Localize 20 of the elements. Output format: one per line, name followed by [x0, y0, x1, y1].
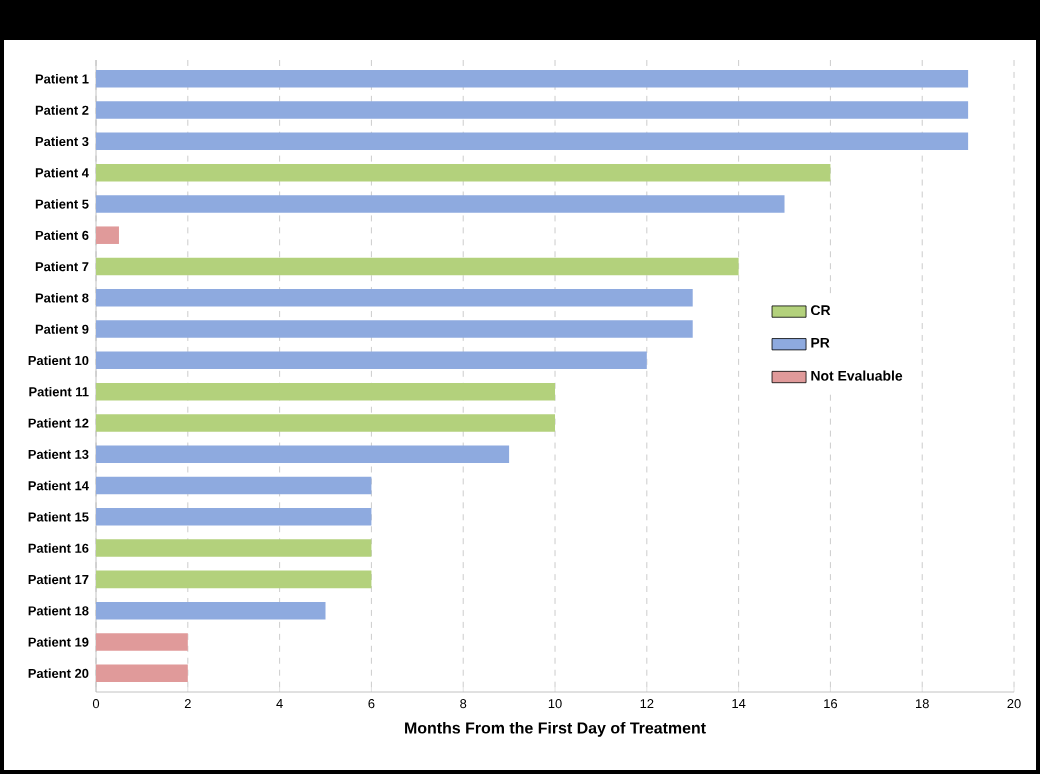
bar [96, 664, 188, 682]
bar [96, 226, 119, 244]
bar [96, 382, 556, 401]
bar [96, 320, 693, 338]
bar [96, 257, 739, 276]
bar [96, 70, 969, 88]
bar [96, 508, 372, 526]
bar [96, 414, 556, 432]
bar [96, 163, 831, 182]
bar [96, 570, 372, 589]
bar [96, 601, 326, 620]
bar [96, 476, 372, 495]
bar [96, 195, 785, 213]
bar [96, 132, 969, 151]
bar [96, 539, 372, 557]
bar [96, 633, 188, 651]
bar [96, 101, 969, 119]
bar [96, 445, 510, 463]
bar [96, 351, 647, 370]
bar [96, 289, 693, 307]
